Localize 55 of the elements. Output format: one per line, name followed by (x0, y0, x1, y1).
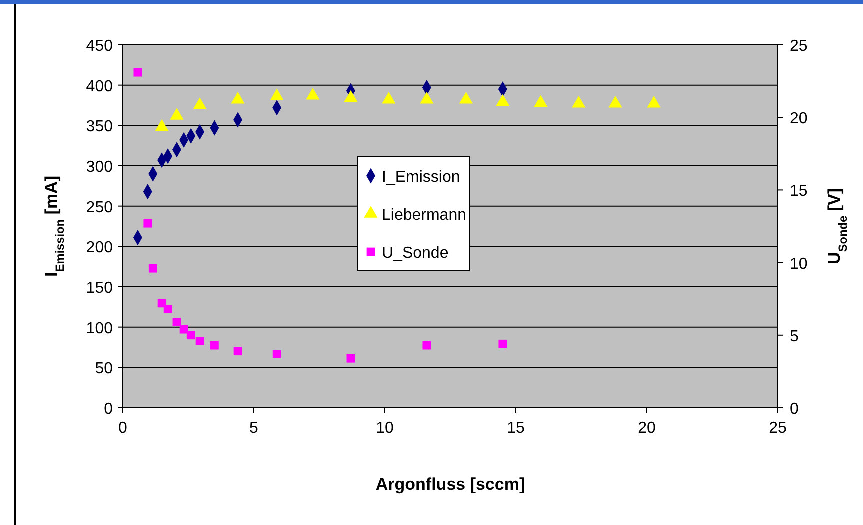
point (186, 331, 196, 340)
point (608, 96, 622, 108)
point (534, 95, 548, 108)
point (422, 341, 432, 350)
x-tick-label: 5 (250, 420, 259, 437)
point (459, 92, 474, 104)
y-tick-label: 0 (104, 401, 114, 418)
x-tick-label: 20 (638, 420, 656, 437)
point (148, 264, 158, 273)
point (172, 318, 182, 327)
point (272, 350, 282, 358)
legend-label: Liebermann (382, 207, 466, 224)
point (420, 92, 434, 104)
point (344, 90, 358, 102)
y-tick-label: 100 (86, 320, 114, 338)
y-tick-label: 300 (86, 159, 114, 176)
y2-tick-label: 25 (790, 38, 808, 55)
point (382, 92, 396, 104)
y2-tick-label: 10 (790, 256, 808, 273)
x-tick-label: 15 (507, 420, 525, 437)
point (210, 341, 219, 350)
y-tick-label: 200 (86, 240, 114, 257)
y-tick-label: 450 (86, 38, 114, 55)
y-tick-label: 400 (86, 78, 114, 96)
point (647, 96, 661, 108)
point (144, 219, 152, 228)
x-axis-title: Argonfluss [sccm] (376, 475, 526, 494)
point (306, 88, 320, 100)
y2-tick-label: 15 (790, 183, 808, 200)
point (170, 108, 184, 120)
legend-label: U_Sonde (382, 245, 449, 262)
point (572, 96, 586, 108)
point (346, 354, 356, 363)
point (231, 92, 245, 104)
point (164, 305, 172, 314)
point (270, 88, 284, 101)
y2-tick-label: 20 (790, 110, 808, 128)
x-tick-label: 0 (118, 420, 128, 437)
point (180, 325, 188, 334)
y2-tick-label: 0 (790, 401, 799, 418)
point (193, 98, 207, 110)
point (196, 337, 204, 346)
point (134, 68, 142, 77)
y-tick-label: 250 (86, 199, 114, 216)
x-tick-label: 25 (769, 420, 787, 437)
legend-label: I_Emission (382, 169, 460, 186)
point (496, 94, 510, 106)
point (234, 347, 242, 356)
y-tick-label: 50 (95, 360, 114, 378)
y2-tick-label: 5 (790, 328, 799, 346)
point (155, 119, 169, 132)
y-tick-label: 150 (86, 280, 114, 297)
point (498, 340, 508, 348)
x-tick-label: 10 (376, 420, 394, 437)
y-tick-label: 350 (86, 118, 114, 136)
